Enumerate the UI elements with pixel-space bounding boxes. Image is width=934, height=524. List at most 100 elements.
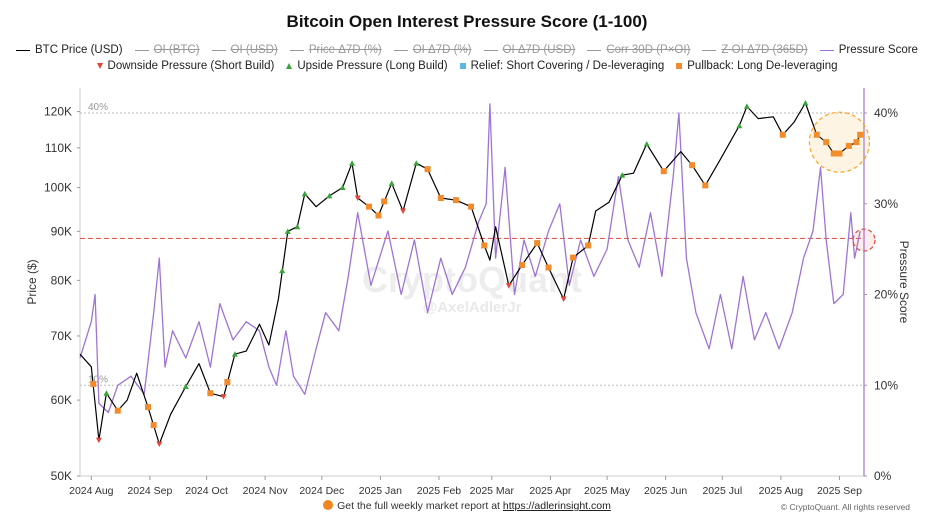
legend-line-icon xyxy=(16,49,31,51)
pullback-marker xyxy=(823,139,830,146)
pullback-marker xyxy=(519,262,526,269)
x-tick-label: 2025 Jun xyxy=(644,485,687,497)
x-tick-label: 2025 Jul xyxy=(702,485,742,497)
upside-marker xyxy=(339,184,346,190)
y-left-tick-label: 70K xyxy=(51,329,72,343)
legend-series-item[interactable]: OI Δ7D (%) xyxy=(393,44,472,56)
x-tick-label: 2025 Mar xyxy=(470,485,515,497)
pullback-marker xyxy=(689,162,696,169)
upside-marker xyxy=(103,390,110,396)
legend-series-item[interactable]: OI Δ7D (USD) xyxy=(483,44,576,56)
watermark-handle: @AxelAdlerJr xyxy=(423,299,522,316)
legend-label: Pullback: Long De-leveraging xyxy=(687,60,838,72)
pullback-marker xyxy=(366,203,373,210)
upside-marker xyxy=(802,100,809,106)
legend-markers: Downside Pressure (Short Build) Upside Pr… xyxy=(0,60,934,72)
pullback-marker xyxy=(452,197,459,204)
legend-marker-item[interactable]: Downside Pressure (Short Build) xyxy=(96,60,275,72)
reference-line-label: 40% xyxy=(88,102,108,113)
x-tick-label: 2024 Nov xyxy=(243,485,289,497)
legend-label: OI Δ7D (USD) xyxy=(502,44,576,56)
legend-series: BTC Price (USD) OI (BTC) OI (USD) Price Δ7D… xyxy=(0,44,934,56)
upside-marker xyxy=(349,160,356,166)
downside-marker xyxy=(354,195,361,202)
pullback-marker xyxy=(660,168,667,175)
x-tick-label: 2024 Aug xyxy=(69,485,114,497)
legend-line-icon xyxy=(289,49,304,51)
y-left-axis-title: Price ($) xyxy=(25,259,39,304)
y-right-tick-label: 10% xyxy=(874,378,898,392)
y-right-tick-label: 0% xyxy=(874,469,892,483)
legend-line-icon xyxy=(393,49,408,51)
pullback-marker xyxy=(585,242,592,249)
legend-label: Pressure Score xyxy=(838,44,918,56)
legend-series-item[interactable]: OI (USD) xyxy=(211,44,278,56)
pullback-marker xyxy=(570,254,577,261)
legend-line-icon xyxy=(819,49,834,51)
upside-marker xyxy=(301,190,308,197)
legend-label: Relief: Short Covering / De-leveraging xyxy=(470,60,665,72)
btc-price-line xyxy=(79,102,861,445)
pullback-marker xyxy=(150,422,157,429)
pullback-marker xyxy=(224,379,231,386)
legend-series-item[interactable]: BTC Price (USD) xyxy=(16,44,123,56)
legend-marker-item[interactable]: Upside Pressure (Long Build) xyxy=(286,60,448,72)
legend-series-item[interactable]: OI (BTC) xyxy=(134,44,200,56)
highlight-circle xyxy=(808,111,871,173)
highlight-circle xyxy=(852,228,876,252)
legend-line-icon xyxy=(134,49,149,51)
legend-series-item[interactable]: Corr 30D (P×OI) xyxy=(587,44,690,56)
legend-label: BTC Price (USD) xyxy=(35,44,123,56)
legend-label: Price Δ7D (%) xyxy=(308,44,382,56)
downside-marker xyxy=(220,394,227,400)
upside-marker xyxy=(736,122,743,129)
pullback-marker xyxy=(468,203,475,210)
pullback-marker xyxy=(207,390,214,397)
upside-marker xyxy=(619,172,626,178)
legend-series-item[interactable]: Price Δ7D (%) xyxy=(289,44,382,56)
legend-label: Downside Pressure (Short Build) xyxy=(107,60,275,72)
upside-marker xyxy=(413,160,420,166)
downside-marker xyxy=(156,441,163,447)
pullback-marker xyxy=(836,150,843,157)
legend-marker-item[interactable]: Pullback: Long De-leveraging xyxy=(676,60,837,72)
y-right-tick-label: 20% xyxy=(874,288,898,302)
legend-line-icon xyxy=(211,49,226,51)
legend-label: OI (USD) xyxy=(230,44,278,56)
square-icon xyxy=(459,63,466,69)
upside-marker xyxy=(643,141,650,147)
triangle-down-icon xyxy=(96,63,103,69)
upside-marker xyxy=(326,192,333,199)
footer-link[interactable]: https://adlerinsight.com xyxy=(502,500,611,512)
x-tick-label: 2024 Dec xyxy=(299,485,344,497)
legend-label: Corr 30D (P×OI) xyxy=(606,44,691,56)
footer: Get the full weekly market report at htt… xyxy=(0,500,934,512)
legend-line-icon xyxy=(702,49,717,51)
upside-marker xyxy=(294,223,301,230)
y-left-tick-label: 100K xyxy=(44,180,72,194)
y-left-tick-label: 80K xyxy=(51,273,72,287)
orange-circle-icon xyxy=(323,500,334,510)
downside-marker xyxy=(560,296,567,302)
pullback-marker xyxy=(381,198,388,205)
chart-title: Bitcoin Open Interest Pressure Score (1-… xyxy=(286,12,648,31)
legend-marker-item[interactable]: Relief: Short Covering / De-leveraging xyxy=(459,60,665,72)
pullback-marker xyxy=(830,150,837,157)
triangle-up-icon xyxy=(286,63,293,69)
y-left-tick-label: 110K xyxy=(45,141,72,155)
y-right-tick-label: 40% xyxy=(874,106,898,120)
y-right-tick-label: 30% xyxy=(874,197,898,211)
pressure-score-line xyxy=(79,103,861,414)
legend-series-item[interactable]: Pressure Score xyxy=(819,44,918,56)
y-left-tick-label: 50K xyxy=(51,469,72,483)
downside-marker xyxy=(505,283,512,289)
upside-marker xyxy=(182,383,189,389)
legend-series-item[interactable]: Z OI Δ7D (365D) xyxy=(702,44,808,56)
x-tick-label: 2025 Jan xyxy=(359,485,402,497)
pullback-marker xyxy=(424,166,431,173)
pullback-marker xyxy=(114,407,121,414)
x-tick-label: 2025 Feb xyxy=(417,485,462,497)
y-left-tick-label: 120K xyxy=(44,105,72,119)
pullback-marker xyxy=(481,242,488,249)
